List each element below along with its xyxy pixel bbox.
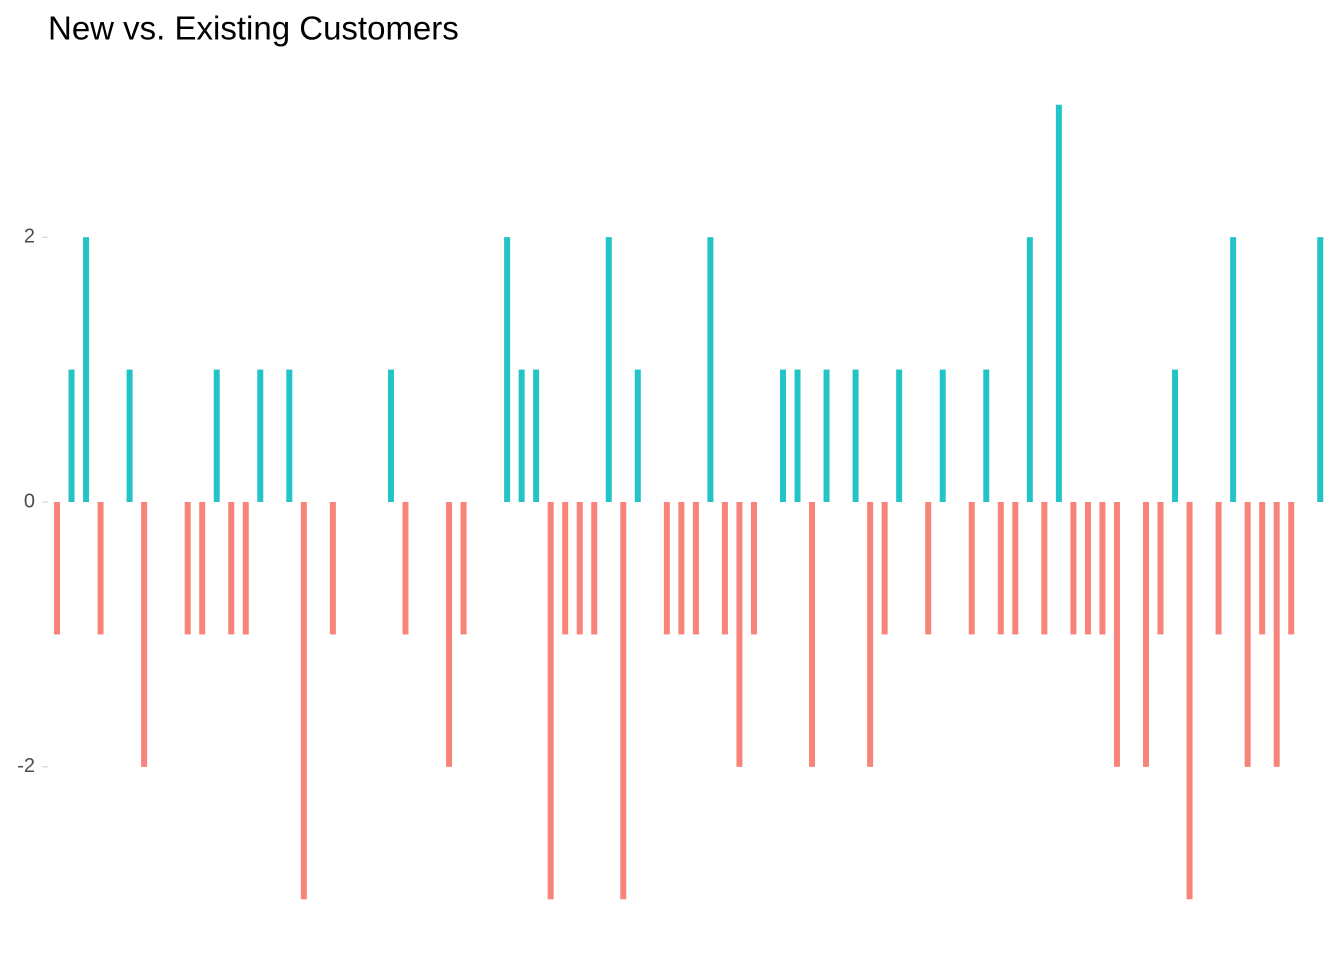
bar: [750, 502, 757, 635]
bar: [852, 369, 859, 502]
bar: [1084, 502, 1091, 635]
bar: [707, 237, 714, 502]
bar: [504, 237, 511, 502]
bar: [968, 502, 975, 635]
bar: [533, 369, 540, 502]
bar: [736, 502, 743, 767]
bar: [1012, 502, 1019, 635]
y-tick-label: 2: [24, 225, 35, 247]
bar: [678, 502, 685, 635]
bar: [809, 502, 816, 767]
bar: [242, 502, 249, 635]
bar: [1244, 502, 1251, 767]
bar: [1273, 502, 1280, 767]
bar: [460, 502, 467, 635]
bar: [620, 502, 627, 900]
bar: [997, 502, 1004, 635]
bar: [721, 502, 728, 635]
bar: [780, 369, 786, 502]
bar: [692, 502, 699, 635]
bar: [547, 502, 554, 900]
bar: [576, 502, 583, 635]
bar: [228, 502, 235, 635]
bar: [1099, 502, 1106, 635]
bar: [184, 502, 191, 635]
bar: [794, 369, 801, 502]
bar: [213, 369, 220, 502]
bar: [1215, 502, 1222, 635]
bar: [1230, 237, 1237, 502]
bar: [446, 502, 453, 767]
y-tick-label: 0: [24, 490, 35, 512]
bar: [867, 502, 874, 767]
bar: [1157, 502, 1164, 635]
chart-title: New vs. Existing Customers: [48, 10, 459, 47]
bar: [1288, 502, 1295, 635]
bar: [54, 502, 60, 635]
bar: [562, 502, 569, 635]
bar: [925, 502, 932, 635]
bar: [518, 369, 525, 502]
bar: [68, 369, 75, 502]
bar: [1070, 502, 1077, 635]
bar: [896, 369, 903, 502]
bar: [1186, 502, 1193, 900]
bar: [257, 369, 264, 502]
bar: [141, 502, 148, 767]
bar: [126, 369, 133, 502]
bar: [605, 237, 612, 502]
bar: [329, 502, 336, 635]
bar: [300, 502, 307, 900]
bar: [1041, 502, 1048, 635]
bar: [881, 502, 888, 635]
bar: [387, 369, 394, 502]
bar: [663, 502, 670, 635]
bar: [286, 369, 293, 502]
bar: [1113, 502, 1120, 767]
bar: [983, 369, 990, 502]
bar: [199, 502, 206, 635]
bar: [591, 502, 598, 635]
bar: [823, 369, 830, 502]
bar: [1055, 104, 1062, 503]
y-tick-label: -2: [17, 755, 35, 777]
bar: [1143, 502, 1149, 767]
bar: [939, 369, 946, 502]
bar: [83, 237, 90, 502]
bar: [1172, 369, 1179, 502]
bar: [97, 502, 104, 635]
bar: [402, 502, 409, 635]
bar: [1259, 502, 1266, 635]
bar: [1317, 237, 1324, 502]
bar: [1026, 237, 1033, 502]
bar: [634, 369, 641, 502]
